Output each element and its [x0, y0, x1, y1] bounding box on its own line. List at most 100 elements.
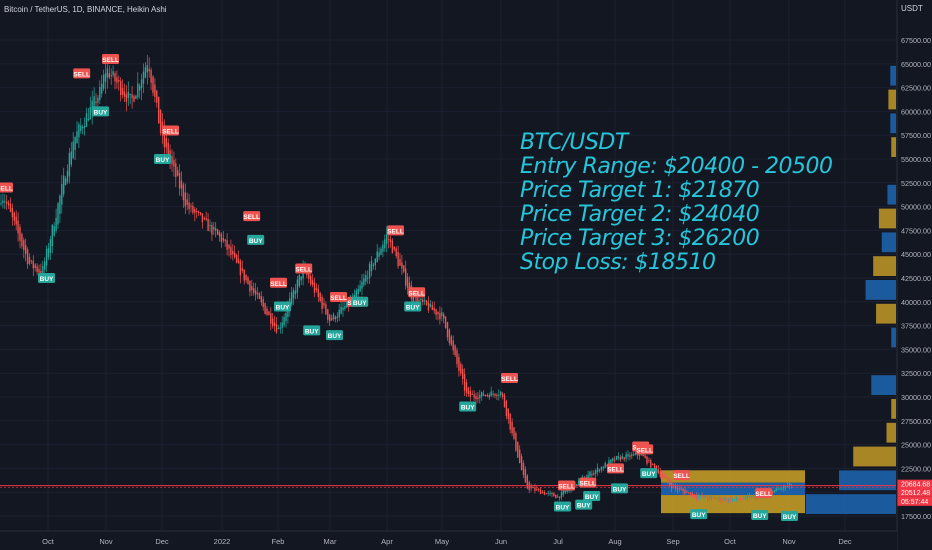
sell-label: SELL: [673, 473, 690, 480]
signal-box: [583, 491, 601, 502]
candle: [547, 490, 549, 497]
candle-body: [691, 494, 694, 496]
candle-body: [577, 480, 580, 485]
candle-body: [627, 454, 629, 457]
candle: [786, 482, 789, 488]
candle: [357, 284, 359, 299]
volume-profile-bar: [878, 208, 896, 229]
x-tick-label: Dec: [838, 537, 852, 546]
candle: [237, 250, 240, 264]
candle: [520, 453, 523, 471]
candle-body: [621, 456, 623, 459]
candle: [553, 491, 555, 497]
annotation-target-2: Price Target 2: $24040: [520, 202, 760, 227]
volume-profile-bar: [873, 256, 896, 276]
sell-label: SELL: [501, 376, 518, 383]
candle-body: [634, 452, 637, 455]
sell-signal: SELL: [73, 68, 91, 79]
candle: [49, 235, 52, 260]
candle-body: [602, 467, 604, 469]
candle: [458, 353, 460, 377]
buy-label: BUY: [753, 513, 767, 520]
y-tick-label: 55000.00: [901, 155, 931, 164]
candle-body: [786, 485, 789, 488]
candle-body: [589, 471, 591, 477]
candle: [500, 390, 502, 398]
candle: [256, 287, 259, 299]
candle: [380, 246, 382, 256]
candle-body: [646, 456, 648, 464]
sell-label: SELL: [102, 57, 119, 64]
volume-profile-bar: [891, 137, 896, 157]
candle-body: [17, 220, 19, 234]
volume-profile-bar: [890, 113, 896, 134]
candle-body: [186, 199, 188, 205]
sell-label: SELL: [243, 214, 260, 221]
candle: [600, 466, 603, 473]
candle-body: [773, 490, 775, 493]
candle-body: [42, 266, 44, 274]
candle: [595, 468, 597, 478]
sell-signal: SELL: [636, 444, 654, 455]
candle: [131, 85, 133, 109]
candle: [779, 487, 781, 491]
candle: [591, 470, 593, 478]
candle-body: [406, 277, 409, 288]
candle-body: [190, 205, 192, 207]
candle: [686, 490, 688, 493]
candle-body: [281, 322, 283, 328]
signal-box: [73, 68, 91, 79]
buy-label: BUY: [249, 238, 263, 245]
range-box: [661, 470, 805, 483]
candle-body: [4, 201, 6, 203]
price-tag-label: 05:57:44: [901, 499, 928, 506]
candle: [180, 171, 183, 197]
candle-body: [494, 393, 496, 396]
candle-body: [123, 91, 126, 97]
candle-body: [615, 456, 618, 460]
candle-body: [363, 278, 365, 286]
candle: [513, 427, 515, 440]
candle-body: [612, 458, 614, 462]
candle-body: [623, 457, 625, 460]
candle: [538, 487, 540, 492]
candle: [437, 311, 439, 321]
candle: [465, 378, 468, 397]
candle: [182, 182, 185, 208]
candle-body: [256, 292, 259, 295]
candle: [315, 283, 318, 293]
sell-label: SELL: [270, 281, 287, 288]
candle: [667, 477, 669, 485]
candle-body: [283, 317, 285, 326]
candle: [26, 247, 29, 269]
candle-body: [89, 106, 91, 120]
sell-label: SELL: [73, 71, 90, 78]
candle-body: [564, 490, 566, 493]
candle-body: [359, 285, 361, 292]
candle-body: [44, 261, 46, 270]
x-tick-label: Nov: [99, 537, 113, 546]
candle-body: [663, 475, 665, 478]
candle: [80, 117, 82, 134]
candle-body: [2, 200, 4, 204]
candle: [648, 457, 650, 464]
candle-body: [196, 211, 198, 213]
candle: [486, 393, 489, 398]
range-box: [661, 482, 805, 496]
buy-signal: BUY: [611, 483, 628, 494]
candle-body: [724, 498, 726, 500]
candle: [469, 386, 471, 402]
candle-body: [781, 488, 783, 490]
signal-box: [330, 292, 347, 303]
candle-body: [619, 457, 622, 461]
buy-label: BUY: [94, 109, 108, 116]
candle-body: [648, 460, 650, 462]
candle-body: [131, 94, 133, 99]
candle-body: [154, 84, 156, 97]
candle: [85, 107, 88, 128]
candle: [363, 273, 365, 287]
candle-body: [300, 276, 302, 281]
candle: [515, 431, 517, 453]
candle: [748, 492, 751, 499]
